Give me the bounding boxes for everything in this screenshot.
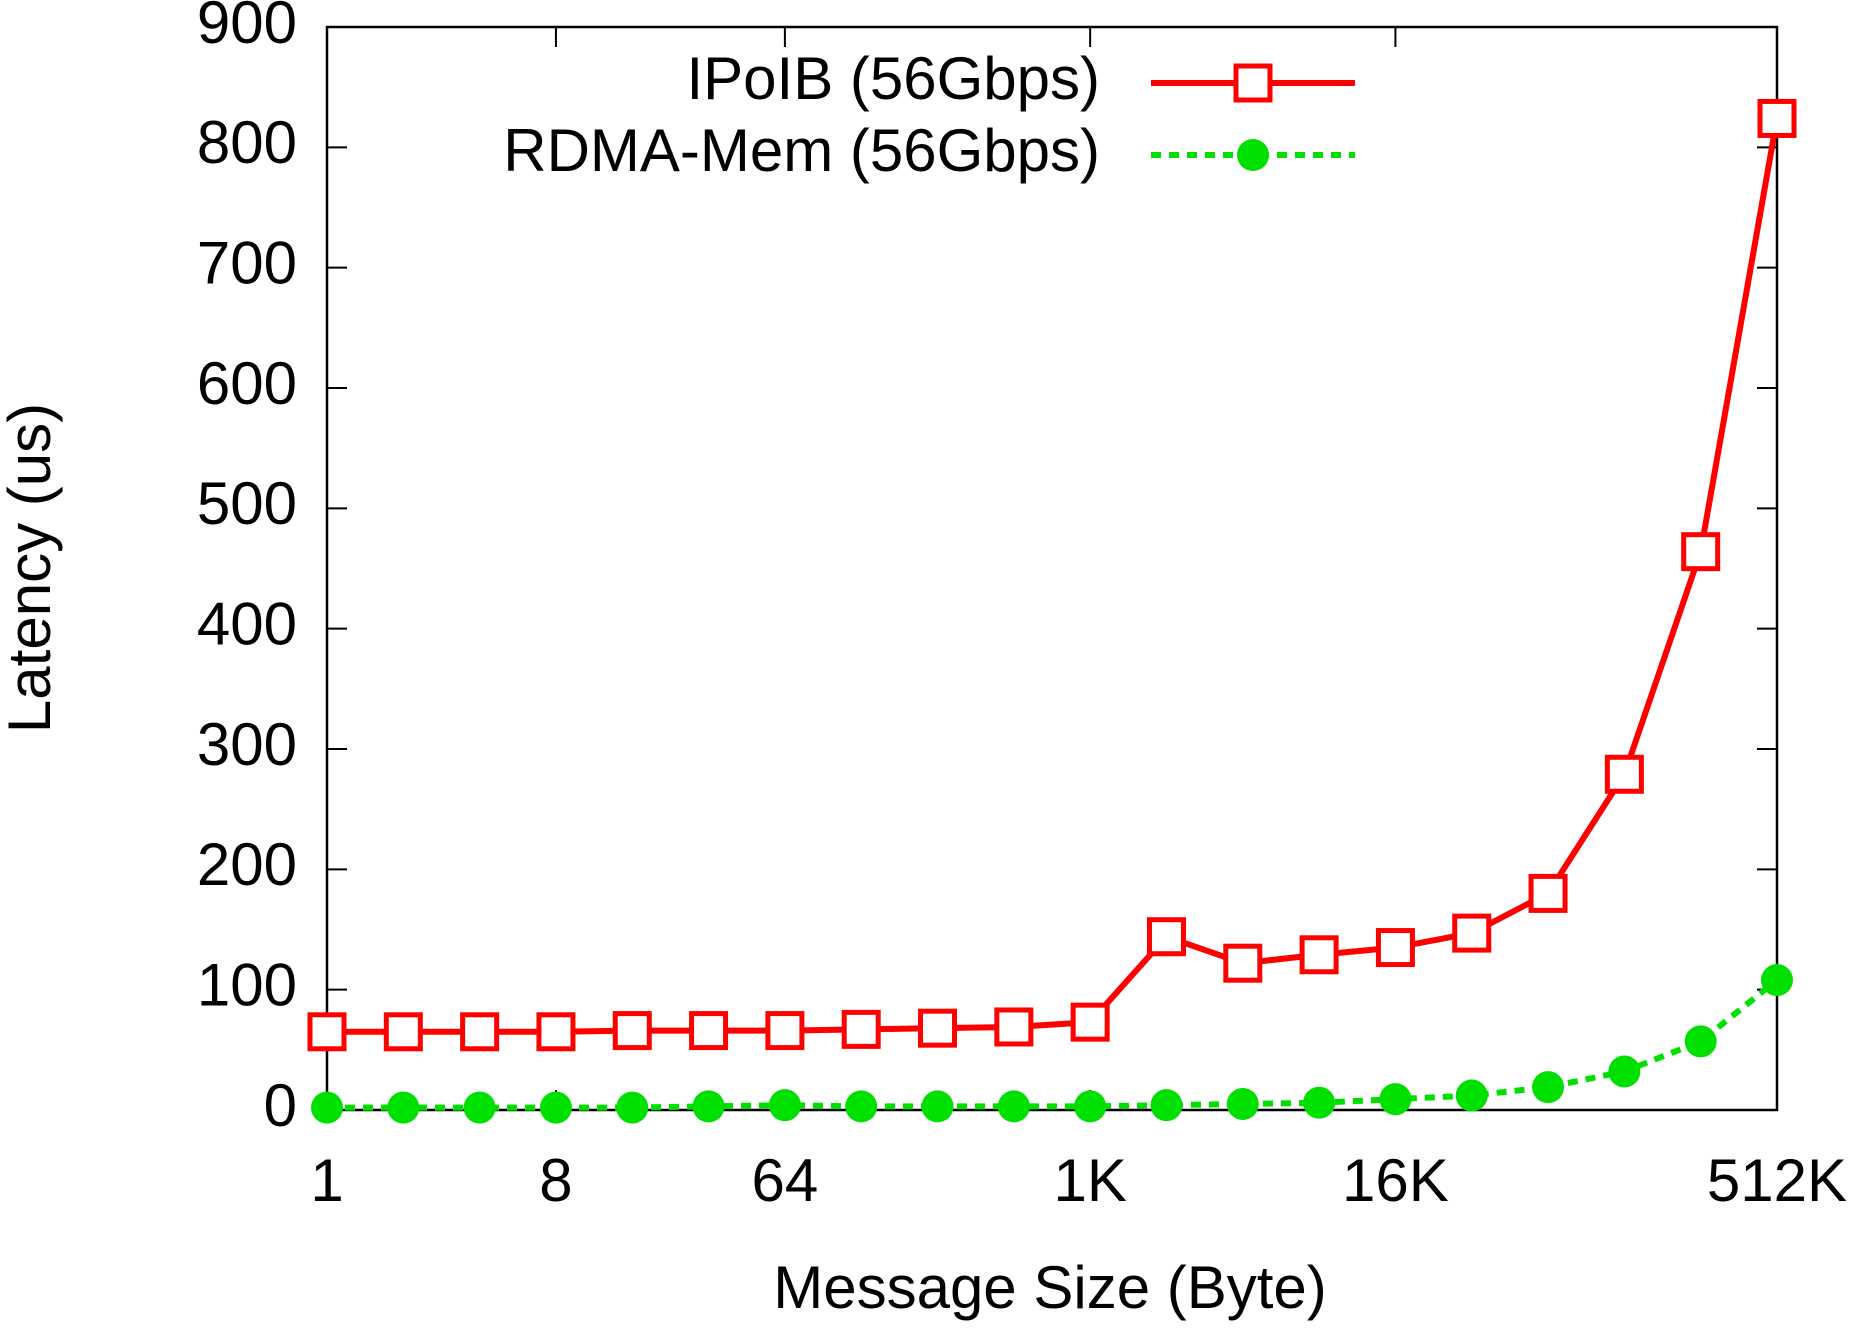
data-point [539, 1091, 572, 1124]
y-tick-label: 500 [197, 470, 297, 537]
data-point [460, 1012, 500, 1052]
y-tick-label: 300 [197, 711, 297, 778]
y-tick-label: 900 [197, 0, 297, 56]
y-tick-label: 0 [264, 1072, 297, 1139]
data-point [1532, 1071, 1565, 1104]
data-point [689, 1011, 729, 1051]
data-point [1070, 1002, 1110, 1042]
x-tick-label: 1K [1053, 1147, 1126, 1214]
data-point [1375, 928, 1415, 968]
data-point [918, 1008, 958, 1048]
data-point [1604, 754, 1644, 794]
data-point [768, 1089, 801, 1122]
x-tick-label: 16K [1342, 1147, 1449, 1214]
data-point [1528, 873, 1568, 913]
data-point [311, 1091, 343, 1124]
y-tick-label: 700 [197, 230, 297, 297]
data-point [1455, 1079, 1488, 1112]
data-point [1226, 1087, 1259, 1120]
data-point [1608, 1055, 1641, 1088]
legend-label: RDMA-Mem (56Gbps) [503, 117, 1100, 184]
x-tick-label: 64 [752, 1147, 819, 1214]
data-point [1299, 935, 1339, 975]
y-tick-label: 400 [197, 591, 297, 658]
x-tick-label: 8 [539, 1147, 572, 1214]
y-tick-label: 800 [197, 109, 297, 176]
plot-frame [325, 25, 1779, 1112]
y-axis-label: Latency (us) [0, 403, 63, 733]
y-tick-label: 200 [197, 831, 297, 898]
data-point [692, 1090, 725, 1123]
data-point [1684, 1025, 1717, 1058]
data-point [1681, 532, 1721, 572]
data-point [383, 1012, 423, 1052]
x-axis-label: Message Size (Byte) [773, 1254, 1327, 1321]
x-tick-label: 1 [310, 1147, 343, 1214]
data-point [1223, 943, 1263, 983]
data-point [994, 1007, 1034, 1047]
y-tick-label: 600 [197, 350, 297, 417]
data-point [1146, 917, 1186, 957]
legend-marker [1233, 63, 1273, 103]
data-point [1452, 913, 1492, 953]
data-point [612, 1011, 652, 1051]
data-point [921, 1090, 954, 1123]
data-point [1379, 1083, 1412, 1116]
y-tick-label: 100 [197, 952, 297, 1019]
data-point [387, 1091, 420, 1124]
data-point [1303, 1086, 1336, 1119]
data-point [765, 1011, 805, 1051]
data-point [1150, 1089, 1183, 1122]
data-point [997, 1090, 1030, 1123]
data-point [616, 1091, 649, 1124]
data-point [1761, 964, 1793, 997]
data-point [841, 1009, 881, 1049]
data-point [463, 1091, 496, 1124]
x-tick-label: 512K [1707, 1147, 1847, 1214]
data-point [1757, 98, 1797, 138]
data-point [307, 1012, 347, 1052]
data-point [536, 1012, 576, 1052]
data-point [1074, 1090, 1107, 1123]
data-point [845, 1090, 878, 1123]
legend-label: IPoIB (56Gbps) [686, 45, 1100, 112]
legend-marker [1237, 139, 1269, 171]
